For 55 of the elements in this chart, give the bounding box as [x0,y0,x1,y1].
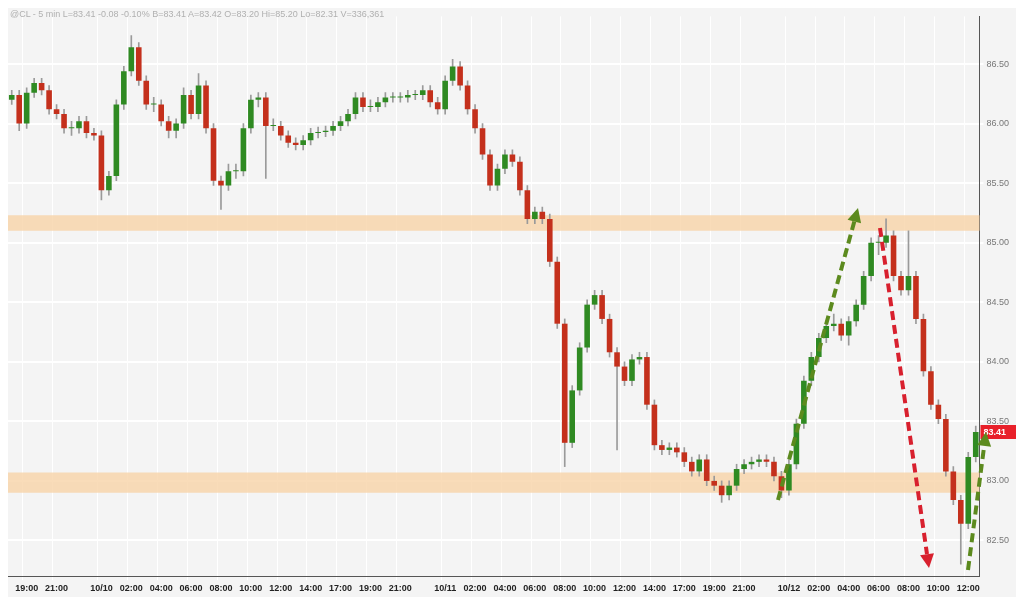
x-tick-label: 04:00 [493,583,517,594]
x-tick-label: 12:00 [613,583,637,594]
candlestick [233,163,239,179]
x-tick-label: 19:00 [702,583,726,594]
y-tick-label: 82.50 [986,534,1010,545]
y-tick-label: 83.00 [986,475,1010,486]
candlestick [91,128,97,141]
candlestick [830,313,837,332]
y-tick-label: 85.00 [986,237,1010,248]
y-tick-label: 84.50 [986,296,1010,307]
x-tick-label: 14:00 [642,583,666,594]
x-tick-label: 17:00 [329,583,353,594]
x-tick-label: 10/10 [90,583,113,594]
x-tick-label: 02:00 [807,583,831,594]
candlestick [614,347,620,451]
chart-subtitle: @CL - 5 min L=83.41 -0.08 -0.10% B=83.41 A=83.42 O=83.20 Hi=85.20 Lo=82.31 V=336,361 [10,9,385,19]
candlestick [292,137,299,151]
x-tick-label: 21:00 [732,583,756,594]
x-tick-label: 06:00 [867,583,891,594]
candlestick [883,218,889,248]
candlestick [412,89,419,101]
x-tick-label: 10/11 [434,583,457,594]
x-tick-label: 12:00 [956,583,980,594]
x-tick-label: 02:00 [463,583,487,594]
y-tick-label: 86.00 [986,118,1010,129]
x-tick-label: 21:00 [388,583,412,594]
y-tick-label: 85.50 [986,177,1010,188]
candlestick [270,118,277,132]
x-tick-label: 10:00 [926,583,950,594]
y-tick-label: 84.00 [986,356,1010,367]
x-tick-label: 10:00 [583,583,607,594]
x-tick-label: 04:00 [837,583,861,594]
x-tick-label: 14:00 [299,583,323,594]
x-tick-label: 06:00 [523,583,547,594]
candlestick [218,175,224,210]
x-tick-label: 06:00 [179,583,203,594]
y-tick-label: 83.50 [986,415,1010,426]
x-tick-label: 10/12 [777,583,801,594]
candlestick [150,97,157,113]
candlestick [405,89,411,103]
x-tick-label: 10:00 [239,583,263,594]
x-tick-label: 08:00 [896,583,920,594]
candlestick [756,454,762,467]
candlestick [390,92,396,103]
x-tick-label: 19:00 [15,583,39,594]
x-tick-label: 12:00 [269,583,293,594]
x-tick-label: 19:00 [358,583,382,594]
x-tick-label: 04:00 [149,583,173,594]
x-tick-label: 08:00 [553,583,577,594]
x-tick-label: 08:00 [209,583,233,594]
text: 83.41 [983,426,1007,437]
x-tick-label: 02:00 [119,583,143,594]
x-tick-label: 21:00 [45,583,69,594]
x-tick-label: 17:00 [672,583,696,594]
y-tick-label: 86.50 [986,58,1010,69]
